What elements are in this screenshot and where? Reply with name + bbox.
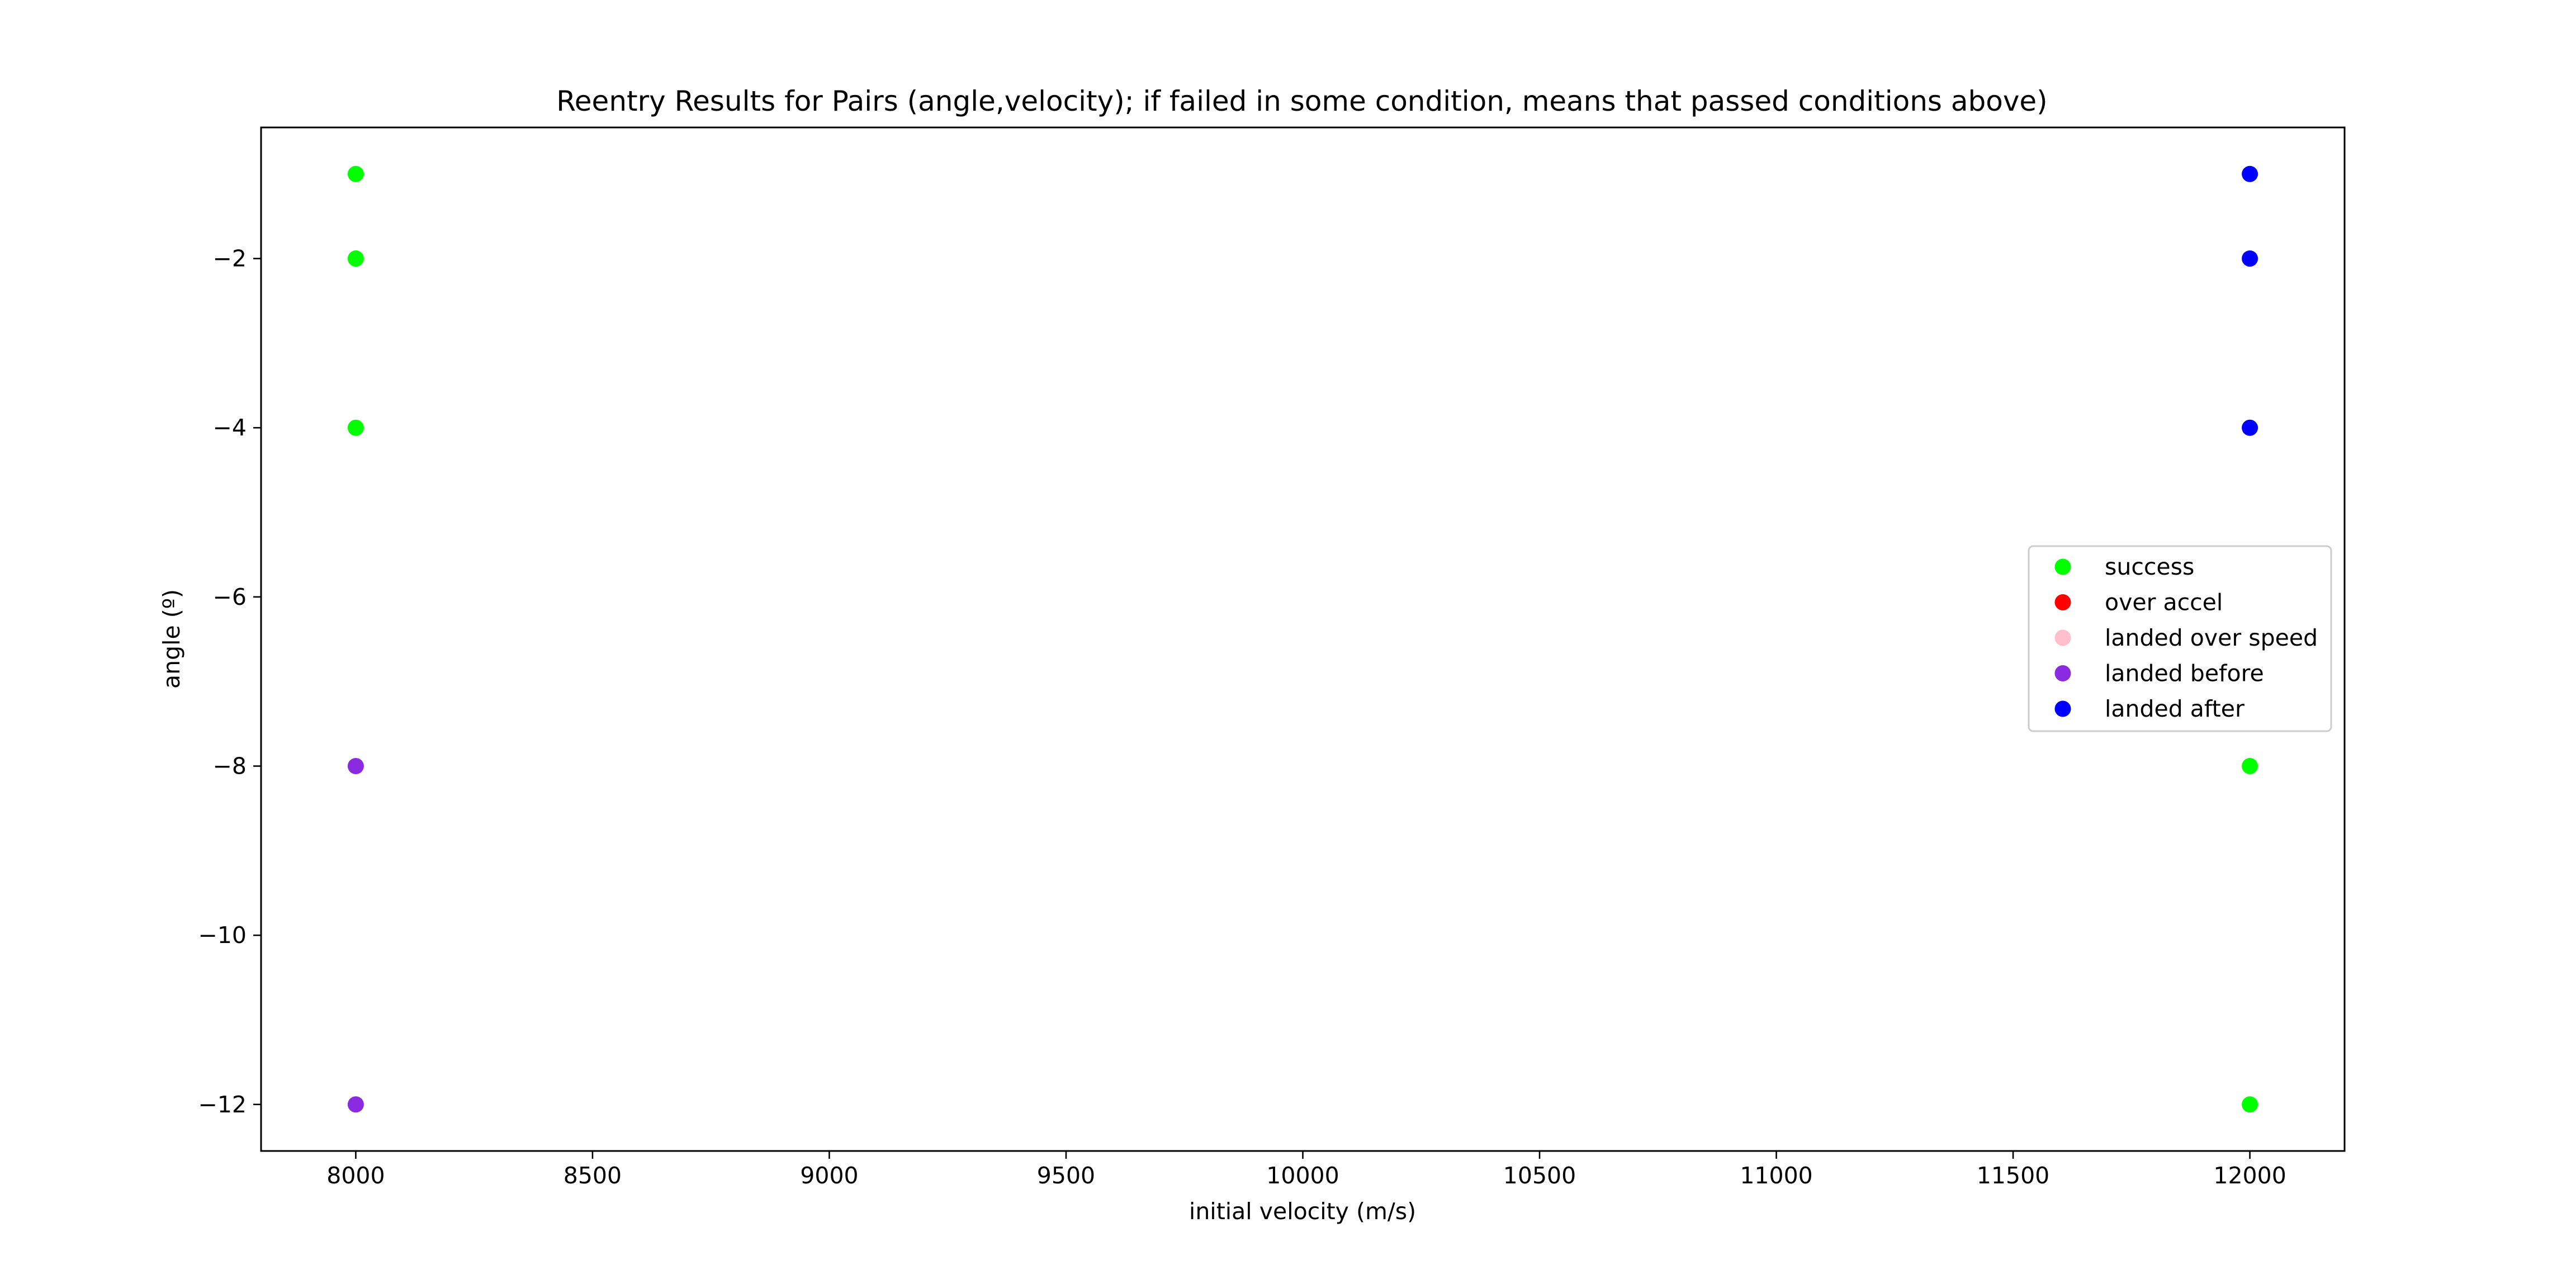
x-tick-label: 9000	[800, 1162, 858, 1189]
y-tick-label: −10	[198, 922, 247, 949]
legend-label: landed over speed	[2105, 624, 2318, 651]
y-tick-label: −6	[213, 584, 247, 610]
x-tick-label: 8500	[564, 1162, 622, 1189]
legend-label: over accel	[2105, 589, 2223, 616]
data-point	[347, 165, 364, 182]
data-point	[347, 1096, 364, 1113]
data-point	[2242, 419, 2258, 436]
legend-frame	[2028, 545, 2332, 732]
x-axis-label: initial velocity (m/s)	[1189, 1198, 1416, 1225]
data-point	[347, 757, 364, 774]
x-tick-label: 10000	[1266, 1162, 1339, 1189]
legend-label: landed after	[2105, 695, 2244, 722]
ticks-layer: 8000 8500 9000 9500 10000 10500 11000 11500 1200…	[198, 245, 2286, 1189]
data-point	[347, 250, 364, 267]
legend-marker	[2054, 629, 2071, 646]
legend-marker	[2054, 665, 2071, 681]
axes-frame	[260, 126, 2346, 1152]
y-tick-label: −2	[213, 245, 247, 272]
data-point	[2242, 757, 2258, 774]
x-tick-label: 11500	[1977, 1162, 2049, 1189]
x-tick-label: 12000	[2213, 1162, 2286, 1189]
x-tick-label: 9500	[1037, 1162, 1095, 1189]
points-layer	[347, 165, 2258, 1113]
legend-marker	[2054, 700, 2071, 717]
y-tick-label: −12	[198, 1091, 247, 1118]
data-point	[2242, 1096, 2258, 1113]
legend-label: success	[2105, 553, 2194, 580]
y-tick-label: −4	[213, 414, 247, 441]
data-point	[2242, 165, 2258, 182]
data-point	[347, 419, 364, 436]
data-point	[2242, 250, 2258, 267]
legend-marker	[2054, 594, 2071, 610]
legend-marker	[2054, 558, 2071, 575]
y-axis-label: angle (º)	[158, 589, 185, 689]
x-tick-label: 8000	[326, 1162, 385, 1189]
legend-label: landed before	[2105, 660, 2264, 687]
x-tick-label: 10500	[1503, 1162, 1576, 1189]
y-tick-label: −8	[213, 752, 247, 779]
x-tick-label: 11000	[1740, 1162, 1812, 1189]
legend: success over accel landed over speed landed…	[2028, 545, 2332, 732]
chart-title: Reentry Results for Pairs (angle,velocit…	[556, 85, 2047, 117]
